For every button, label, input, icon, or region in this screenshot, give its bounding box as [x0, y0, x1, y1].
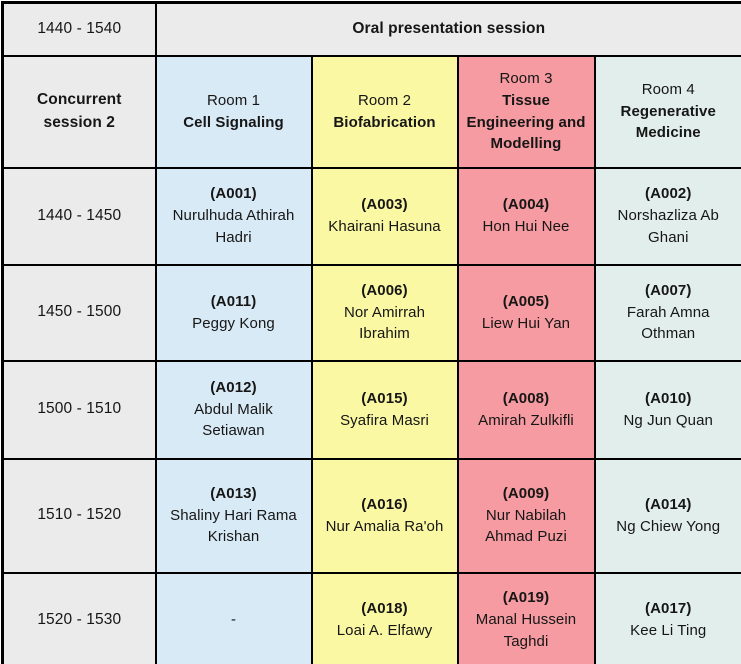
presenter-code: (A014)	[645, 495, 692, 513]
presenter-name: Hon Hui Nee	[482, 218, 570, 235]
time-slot: 1450 - 1500	[1, 263, 157, 362]
room-header-2: Room 2 Biofabrication	[310, 54, 459, 169]
presenter-name: Ng Jun Quan	[623, 411, 713, 429]
presenter-name: -	[230, 610, 237, 628]
session-time-range: 1440 - 1540	[1, 1, 157, 57]
room-track: Cell Signaling	[183, 113, 284, 131]
room-header-4: Room 4 Regenerative Medicine	[593, 54, 741, 169]
presenter-cell: (A017) Kee Li Ting	[593, 571, 741, 664]
presenter-name: Loai A. Elfawy	[336, 621, 433, 639]
room-header-3: Room 3 Tissue Engineering and Modelling	[456, 54, 596, 169]
presenter-cell: -	[154, 571, 313, 664]
presenter-name: Shaliny Hari Rama Krishan	[170, 506, 297, 546]
presenter-code: (A008)	[502, 389, 550, 407]
presenter-code: (A003)	[361, 196, 408, 214]
presenter-name: Amirah Zulkifli	[478, 411, 574, 429]
room-header-row: Concurrent session 2 Room 1 Cell Signali…	[1, 54, 741, 169]
presenter-cell: (A002) Norshazliza Ab Ghani	[593, 166, 741, 266]
presenter-code: (A019)	[502, 589, 550, 607]
presenter-name: Nur Nabilah Ahmad Puzi	[485, 506, 567, 546]
room-track: Regenerative Medicine	[620, 102, 716, 142]
presenter-name: Farah Amna Othman	[626, 303, 710, 343]
presenter-name: Peggy Kong	[192, 314, 275, 332]
presenter-cell: (A003) Khairani Hasuna	[310, 166, 459, 266]
presenter-name: Manal Hussein Taghdi	[475, 610, 577, 650]
presenter-name: Liew Hui Yan	[481, 314, 571, 332]
presenter-cell: (A014) Ng Chiew Yong	[593, 457, 741, 574]
room-number: Room 2	[357, 91, 412, 109]
presenter-code: (A005)	[502, 292, 550, 310]
concurrent-session-label: Concurrent session 2	[1, 54, 157, 169]
time-slot: 1440 - 1450	[1, 166, 157, 266]
presenter-code: (A013)	[210, 484, 257, 502]
presenter-cell: (A007) Farah Amna Othman	[593, 263, 741, 362]
presenter-code: (A011)	[210, 292, 257, 310]
presenter-cell: (A010) Ng Jun Quan	[593, 359, 741, 460]
room-number: Room 1	[206, 91, 261, 109]
room-number: Room 3	[499, 70, 553, 87]
presenter-code: (A016)	[361, 495, 408, 513]
presenter-cell: (A009) Nur Nabilah Ahmad Puzi	[456, 457, 596, 574]
presenter-name: Nur Amalia Ra'oh	[325, 517, 444, 535]
presenter-name: Kee Li Ting	[630, 621, 707, 639]
table-row: 1500 - 1510 (A012) Abdul Malik Setiawan (A0…	[1, 359, 741, 460]
presenter-code: (A009)	[502, 484, 550, 502]
table-row: 1440 - 1450 (A001) Nurulhuda Athirah Hadri…	[1, 166, 741, 266]
table-row: 1510 - 1520 (A013) Shaliny Hari Rama Krish…	[1, 457, 741, 574]
presenter-name: Norshazliza Ab Ghani	[617, 207, 719, 246]
presenter-code: (A006)	[361, 281, 408, 299]
presenter-code: (A012)	[210, 378, 257, 396]
presenter-code: (A001)	[210, 185, 257, 203]
presenter-cell: (A005) Liew Hui Yan	[456, 263, 596, 362]
presenter-cell: (A011) Peggy Kong	[154, 263, 313, 362]
presenter-cell: (A004) Hon Hui Nee	[456, 166, 596, 266]
presenter-name: Khairani Hasuna	[328, 218, 441, 235]
room-track: Tissue Engineering and Modelling	[466, 91, 586, 153]
table-row: 1450 - 1500 (A011) Peggy Kong (A006) Nor Ami…	[1, 263, 741, 362]
presenter-cell: (A019) Manal Hussein Taghdi	[456, 571, 596, 664]
presenter-name: Ng Chiew Yong	[616, 517, 721, 535]
time-slot: 1510 - 1520	[1, 457, 157, 574]
presenter-cell: (A001) Nurulhuda Athirah Hadri	[154, 166, 313, 266]
presenter-name: Syafira Masri	[340, 411, 429, 429]
table-row: 1520 - 1530 - (A018) Loai A. Elfawy (A019) Ma…	[1, 571, 741, 664]
presenter-cell: (A015) Syafira Masri	[310, 359, 459, 460]
presenter-code: (A018)	[361, 600, 408, 617]
room-track: Biofabrication	[333, 113, 436, 131]
presenter-code: (A004)	[502, 196, 550, 214]
presenter-code: (A007)	[645, 281, 692, 299]
presenter-name: Nurulhuda Athirah Hadri	[172, 207, 295, 246]
time-slot: 1520 - 1530	[1, 571, 157, 664]
session-title: Oral presentation session	[154, 1, 741, 57]
presenter-cell: (A013) Shaliny Hari Rama Krishan	[154, 457, 313, 574]
presenter-code: (A002)	[645, 185, 692, 203]
presenter-code: (A017)	[645, 600, 692, 617]
presenter-name: Nor Amirrah Ibrahim	[343, 303, 426, 343]
presenter-name: Abdul Malik Setiawan	[194, 400, 273, 440]
presenter-cell: (A016) Nur Amalia Ra'oh	[310, 457, 459, 574]
presenter-code: (A010)	[645, 389, 692, 407]
presenter-cell: (A018) Loai A. Elfawy	[310, 571, 459, 664]
presenter-cell: (A012) Abdul Malik Setiawan	[154, 359, 313, 460]
room-header-1: Room 1 Cell Signaling	[154, 54, 313, 169]
presenter-code: (A015)	[361, 389, 408, 407]
room-number: Room 4	[641, 80, 695, 98]
time-slot: 1500 - 1510	[1, 359, 157, 460]
session-time-row: 1440 - 1540 Oral presentation session	[1, 1, 741, 57]
presenter-cell: (A006) Nor Amirrah Ibrahim	[310, 263, 459, 362]
presenter-cell: (A008) Amirah Zulkifli	[456, 359, 596, 460]
